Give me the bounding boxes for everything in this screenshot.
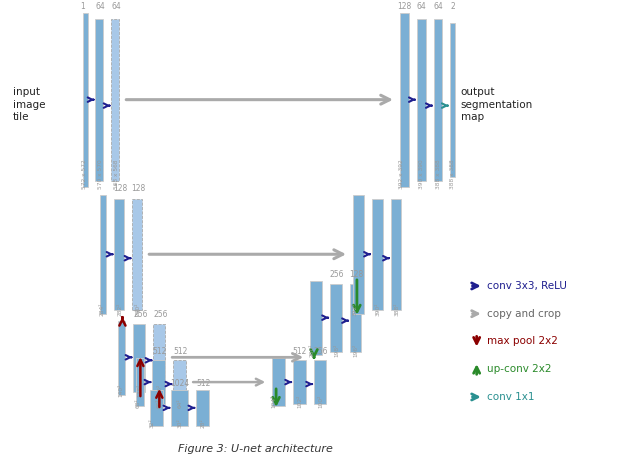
- Bar: [133, 324, 145, 392]
- Text: 64: 64: [417, 2, 427, 11]
- Text: 140²: 140²: [118, 384, 123, 397]
- Text: 30²: 30²: [178, 418, 183, 428]
- Bar: [100, 195, 106, 314]
- Bar: [154, 324, 165, 392]
- Text: 568 x 568: 568 x 568: [114, 159, 119, 189]
- Text: output
segmentation
map: output segmentation map: [461, 87, 533, 122]
- Text: 512: 512: [293, 348, 307, 356]
- Text: 196²: 196²: [353, 344, 358, 357]
- Text: 128: 128: [397, 2, 412, 11]
- Text: 282²: 282²: [118, 302, 123, 316]
- Text: 28²: 28²: [201, 418, 205, 428]
- Bar: [172, 390, 188, 426]
- Bar: [150, 390, 163, 426]
- Text: 128: 128: [131, 184, 145, 193]
- Bar: [152, 360, 165, 404]
- Text: 128: 128: [349, 270, 363, 279]
- Text: 1024: 1024: [171, 379, 190, 388]
- Text: 392²: 392²: [353, 302, 357, 316]
- Text: 390²: 390²: [376, 302, 380, 316]
- Bar: [450, 23, 454, 177]
- Text: 512: 512: [196, 379, 211, 388]
- Bar: [136, 358, 145, 406]
- Bar: [95, 19, 104, 181]
- Text: 2: 2: [451, 2, 455, 11]
- Text: 390 x 390: 390 x 390: [419, 159, 424, 189]
- Text: 572 x 572: 572 x 572: [82, 159, 87, 189]
- Text: 256: 256: [153, 310, 168, 318]
- Text: max pool 2x2: max pool 2x2: [486, 336, 557, 347]
- Text: 100²: 100²: [319, 394, 323, 408]
- Text: 64: 64: [95, 2, 106, 11]
- Text: 392 x 392: 392 x 392: [399, 159, 404, 189]
- Bar: [115, 199, 124, 310]
- Text: 256: 256: [330, 270, 344, 279]
- Text: 200²: 200²: [310, 344, 314, 357]
- Text: Figure 3: U-net architecture: Figure 3: U-net architecture: [178, 445, 333, 454]
- Bar: [118, 321, 125, 395]
- Bar: [314, 360, 326, 404]
- Bar: [310, 281, 322, 356]
- Text: 280²: 280²: [136, 302, 141, 316]
- Text: 136²: 136²: [158, 384, 163, 397]
- Text: 128: 128: [113, 184, 127, 193]
- Bar: [372, 199, 383, 310]
- Bar: [353, 195, 364, 314]
- Text: 512: 512: [152, 348, 166, 356]
- Text: 388²: 388²: [394, 302, 399, 316]
- Text: 284²: 284²: [100, 302, 105, 316]
- Text: conv 1x1: conv 1x1: [486, 392, 534, 402]
- Text: 198²: 198²: [335, 344, 339, 357]
- Bar: [272, 358, 285, 406]
- Bar: [83, 14, 88, 187]
- Bar: [330, 284, 342, 352]
- Text: 102²: 102²: [298, 394, 303, 408]
- Bar: [391, 199, 401, 310]
- Text: 256: 256: [314, 348, 328, 356]
- Text: 64: 64: [434, 2, 444, 11]
- Text: 512: 512: [173, 348, 188, 356]
- Text: conv 3x3, ReLU: conv 3x3, ReLU: [486, 281, 566, 291]
- Text: 68²: 68²: [136, 398, 141, 408]
- Bar: [417, 19, 426, 181]
- Text: input
image
tile: input image tile: [13, 87, 45, 122]
- Bar: [434, 19, 442, 181]
- Bar: [350, 284, 361, 352]
- Bar: [132, 199, 142, 310]
- Text: 570 x 570: 570 x 570: [98, 159, 103, 189]
- Text: 388 x 388: 388 x 388: [450, 159, 455, 189]
- Text: 104²: 104²: [271, 394, 276, 408]
- Text: 66²: 66²: [157, 398, 162, 408]
- Text: 64: 64: [111, 2, 122, 11]
- Text: 32²: 32²: [150, 418, 155, 428]
- Bar: [173, 360, 186, 404]
- Text: 388 x 388: 388 x 388: [436, 159, 441, 189]
- Bar: [400, 14, 409, 187]
- Text: up-conv 2x2: up-conv 2x2: [486, 364, 551, 374]
- Bar: [111, 19, 120, 181]
- Bar: [196, 390, 209, 426]
- Bar: [293, 360, 306, 404]
- Text: 64²: 64²: [178, 398, 183, 408]
- Text: 138²: 138²: [138, 384, 143, 397]
- Text: 256: 256: [133, 310, 148, 318]
- Text: 1: 1: [80, 2, 85, 11]
- Text: copy and crop: copy and crop: [486, 309, 561, 319]
